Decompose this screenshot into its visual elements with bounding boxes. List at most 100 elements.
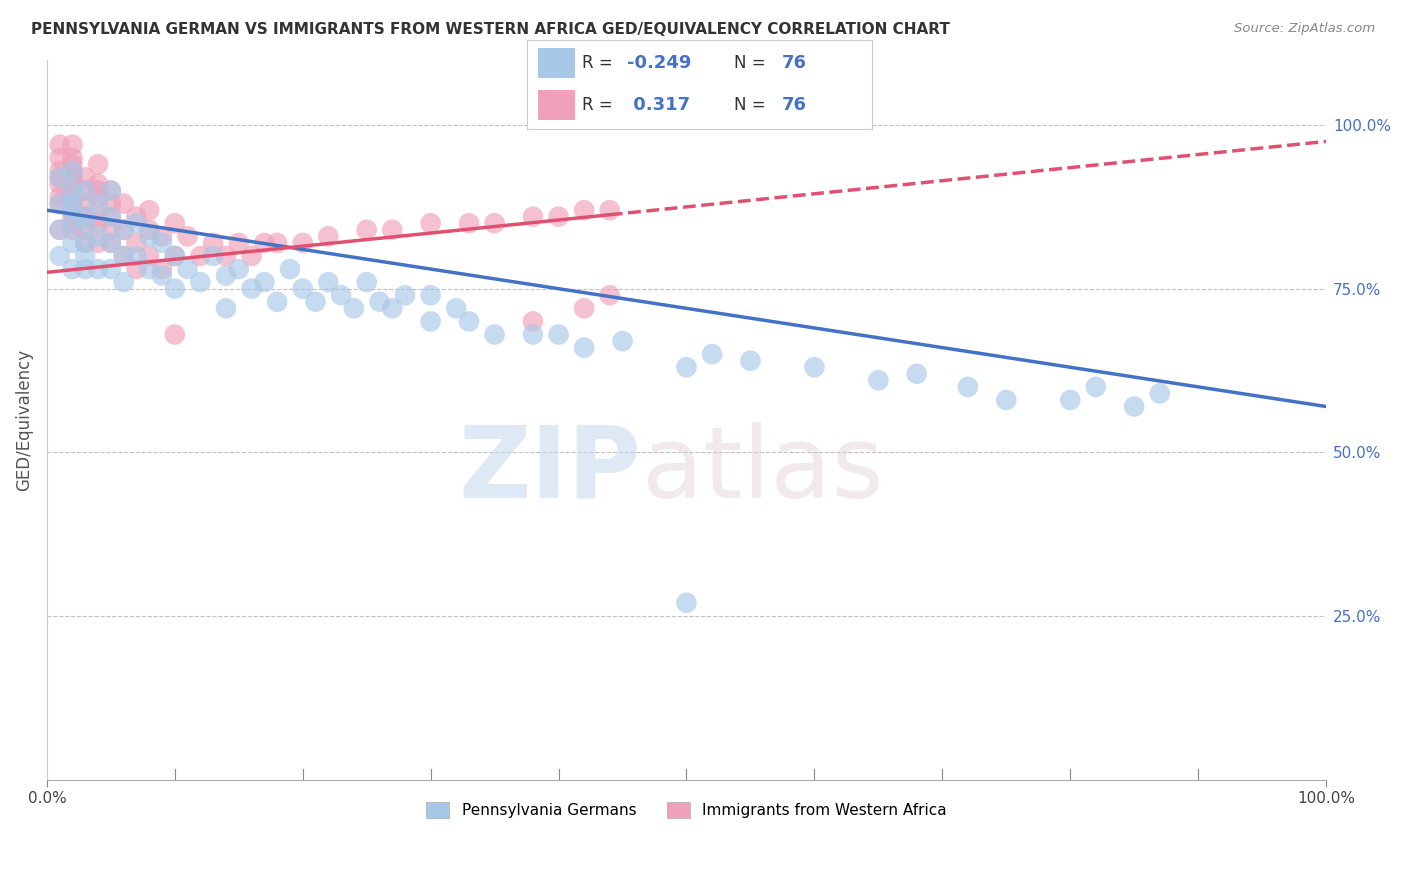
Point (48, 164, 70, 178)
Point (48, 223, 70, 237)
Point (522, 314, 544, 328)
Point (100, 235, 122, 250)
Point (995, 392, 1018, 407)
Point (87, 229, 110, 244)
Point (87, 177, 110, 191)
Point (100, 235, 122, 250)
Point (75, 249, 97, 263)
Point (381, 223, 404, 237)
Point (599, 288, 621, 302)
Point (190, 249, 212, 263)
Point (62, 216, 84, 230)
Point (138, 203, 160, 218)
Point (75, 170, 97, 185)
Point (547, 327, 569, 342)
Point (62, 203, 84, 218)
Point (87, 262, 110, 277)
Point (266, 294, 288, 309)
Point (62, 196, 84, 211)
Point (48, 249, 70, 263)
Point (394, 288, 416, 302)
Point (675, 596, 697, 610)
Text: 76: 76 (782, 96, 807, 114)
Point (62, 196, 84, 211)
Text: 0.317: 0.317 (627, 96, 690, 114)
Point (125, 210, 148, 224)
Point (138, 223, 160, 237)
Point (138, 262, 160, 277)
Point (112, 223, 135, 237)
Point (278, 262, 301, 277)
Point (75, 184, 97, 198)
Point (48, 137, 70, 152)
Point (522, 327, 544, 342)
Bar (537, 48, 575, 78)
Point (291, 235, 314, 250)
Point (75, 223, 97, 237)
Point (100, 184, 122, 198)
Point (112, 249, 135, 263)
Point (612, 334, 634, 348)
Point (163, 249, 186, 263)
Point (163, 327, 186, 342)
Point (62, 210, 84, 224)
Point (215, 301, 238, 316)
Point (100, 196, 122, 211)
Point (75, 216, 97, 230)
Point (700, 347, 723, 361)
Point (253, 275, 276, 289)
Point (75, 184, 97, 198)
Point (343, 301, 366, 316)
Point (176, 229, 198, 244)
Text: 76: 76 (782, 54, 807, 72)
Point (202, 235, 225, 250)
Point (100, 262, 122, 277)
Point (190, 275, 212, 289)
Point (291, 282, 314, 296)
Text: -0.249: -0.249 (627, 54, 692, 72)
Point (176, 262, 198, 277)
Point (547, 210, 569, 224)
Point (62, 235, 84, 250)
Point (419, 288, 441, 302)
Point (125, 249, 148, 263)
Point (75, 210, 97, 224)
Point (75, 235, 97, 250)
Point (163, 282, 186, 296)
Point (163, 249, 186, 263)
Point (125, 235, 148, 250)
Point (675, 360, 697, 375)
Point (356, 275, 378, 289)
Point (48, 170, 70, 185)
Point (1123, 400, 1146, 414)
Point (419, 314, 441, 328)
Point (419, 216, 441, 230)
Point (125, 216, 148, 230)
Point (62, 223, 84, 237)
Point (356, 223, 378, 237)
Point (228, 262, 250, 277)
Point (253, 235, 276, 250)
Point (572, 301, 595, 316)
Point (112, 223, 135, 237)
Point (458, 216, 481, 230)
Point (48, 223, 70, 237)
Point (112, 196, 135, 211)
Point (138, 229, 160, 244)
Point (62, 184, 84, 198)
Point (215, 249, 238, 263)
Point (740, 353, 762, 368)
Point (163, 216, 186, 230)
Point (48, 196, 70, 211)
Point (62, 190, 84, 204)
Point (318, 275, 340, 289)
Point (215, 268, 238, 283)
Point (48, 151, 70, 165)
Point (62, 164, 84, 178)
Text: Source: ZipAtlas.com: Source: ZipAtlas.com (1234, 22, 1375, 36)
Point (368, 294, 391, 309)
Point (150, 235, 173, 250)
Point (100, 210, 122, 224)
Point (202, 249, 225, 263)
Point (458, 314, 481, 328)
